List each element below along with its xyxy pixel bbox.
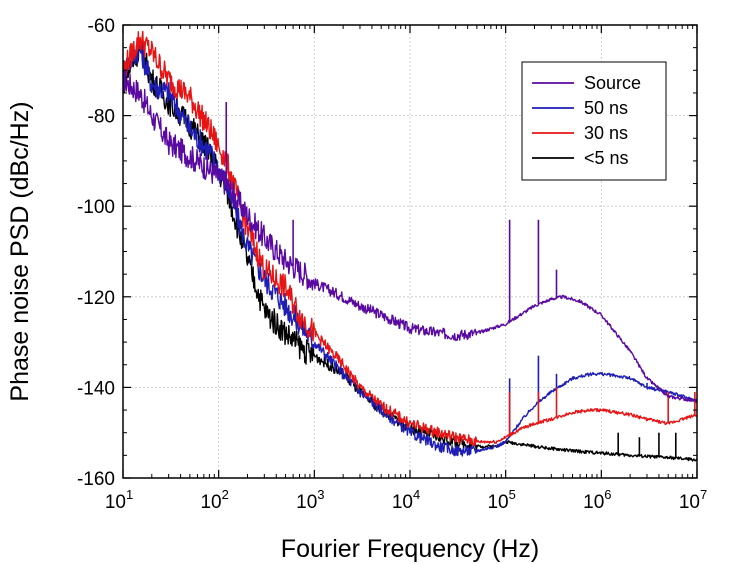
- y-tick-label: -100: [77, 197, 115, 218]
- y-tick-label: -140: [77, 378, 115, 399]
- legend-label: <5 ns: [584, 148, 629, 168]
- plot-series-group: [123, 30, 697, 462]
- x-tick-exponent: 7: [700, 487, 707, 502]
- y-tick-label: -80: [88, 107, 115, 128]
- x-tick-label: 103: [296, 487, 324, 513]
- series-line-2: [123, 30, 697, 447]
- y-axis-title: Phase noise PSD (dBc/Hz): [6, 101, 34, 401]
- legend-label: Source: [584, 73, 641, 93]
- y-tick-label: -160: [77, 469, 115, 490]
- x-tick-exponent: 5: [509, 487, 516, 502]
- x-axis-title: Fourier Frequency (Hz): [281, 535, 539, 563]
- legend-box: [521, 61, 667, 181]
- y-tick-label: -60: [88, 16, 115, 37]
- x-tick-label: 105: [487, 487, 515, 513]
- y-tick-label: -120: [77, 288, 115, 309]
- series-line-0: [123, 68, 697, 403]
- x-tick-exponent: 6: [604, 487, 611, 502]
- x-tick-label: 102: [200, 487, 228, 513]
- legend-label: 50 ns: [584, 98, 628, 118]
- legend: Source 50 ns 30 ns <5 ns: [521, 61, 667, 181]
- x-tick-exponent: 4: [413, 487, 420, 502]
- x-tick-exponent: 1: [126, 487, 133, 502]
- x-tick-exponent: 3: [317, 487, 324, 502]
- series-line-1: [123, 40, 697, 457]
- legend-label: 30 ns: [584, 123, 628, 143]
- x-tick-exponent: 2: [222, 487, 229, 502]
- x-tick-label: 101: [105, 487, 133, 513]
- x-tick-label: 104: [392, 487, 420, 513]
- x-tick-label: 106: [583, 487, 611, 513]
- x-tick-label: 107: [679, 487, 707, 513]
- axis-ticks: 101 102 103 104 105 106 107 -60 -80 -100 -120 -140 -…: [77, 16, 707, 513]
